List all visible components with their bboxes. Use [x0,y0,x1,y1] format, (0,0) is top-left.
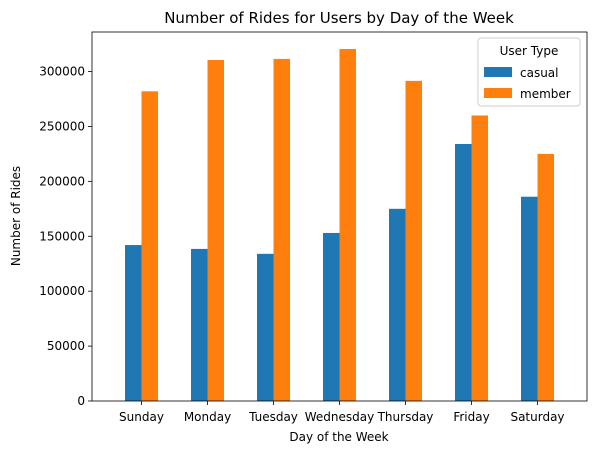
bar-member-wednesday [339,49,356,402]
x-tick-label-thursday: Thursday [377,410,434,424]
bar-member-sunday [141,91,158,402]
legend-swatch-casual [484,67,512,77]
bar-casual-sunday [125,245,142,401]
y-tick-label: 0 [77,394,85,408]
x-axis-ticks: Sunday Monday Tuesday Wednesday Thursday Frid… [119,401,565,424]
bar-casual-wednesday [323,232,340,401]
x-tick-label-saturday: Saturday [510,410,564,424]
bar-member-friday [471,115,488,402]
plot-frame [91,31,588,402]
y-axis-label: Number of Rides [9,166,23,266]
x-tick-label-sunday: Sunday [119,410,164,424]
y-axis-ticks: 0 50000 100000 150000 200000 250000 300000 [39,65,92,408]
bars-layer [125,49,554,402]
bar-member-monday [207,60,224,401]
legend-label-casual: casual [520,66,559,80]
legend-title: User Type [500,44,559,58]
y-tick-label: 300000 [39,65,85,79]
bar-member-saturday [537,153,554,401]
legend: User Type casual member [477,37,581,107]
bar-member-thursday [405,80,422,402]
y-tick-label: 50000 [47,339,85,353]
bar-casual-friday [455,144,472,401]
bar-casual-thursday [389,208,406,401]
y-tick-label: 150000 [39,229,85,243]
y-tick-label: 200000 [39,174,85,188]
y-tick-label: 250000 [39,119,85,133]
bar-casual-monday [191,248,208,401]
x-tick-label-friday: Friday [453,410,489,424]
y-tick-label: 100000 [39,284,85,298]
x-tick-label-monday: Monday [184,410,231,424]
bar-casual-tuesday [257,253,274,401]
chart-title: Number of Rides for Users by Day of the … [164,9,514,27]
bar-member-tuesday [273,58,290,401]
legend-swatch-member [484,88,512,98]
x-axis-label: Day of the Week [289,430,388,444]
x-tick-label-wednesday: Wednesday [305,410,374,424]
legend-label-member: member [520,87,571,101]
x-tick-label-tuesday: Tuesday [248,410,298,424]
bar-casual-saturday [521,196,538,401]
